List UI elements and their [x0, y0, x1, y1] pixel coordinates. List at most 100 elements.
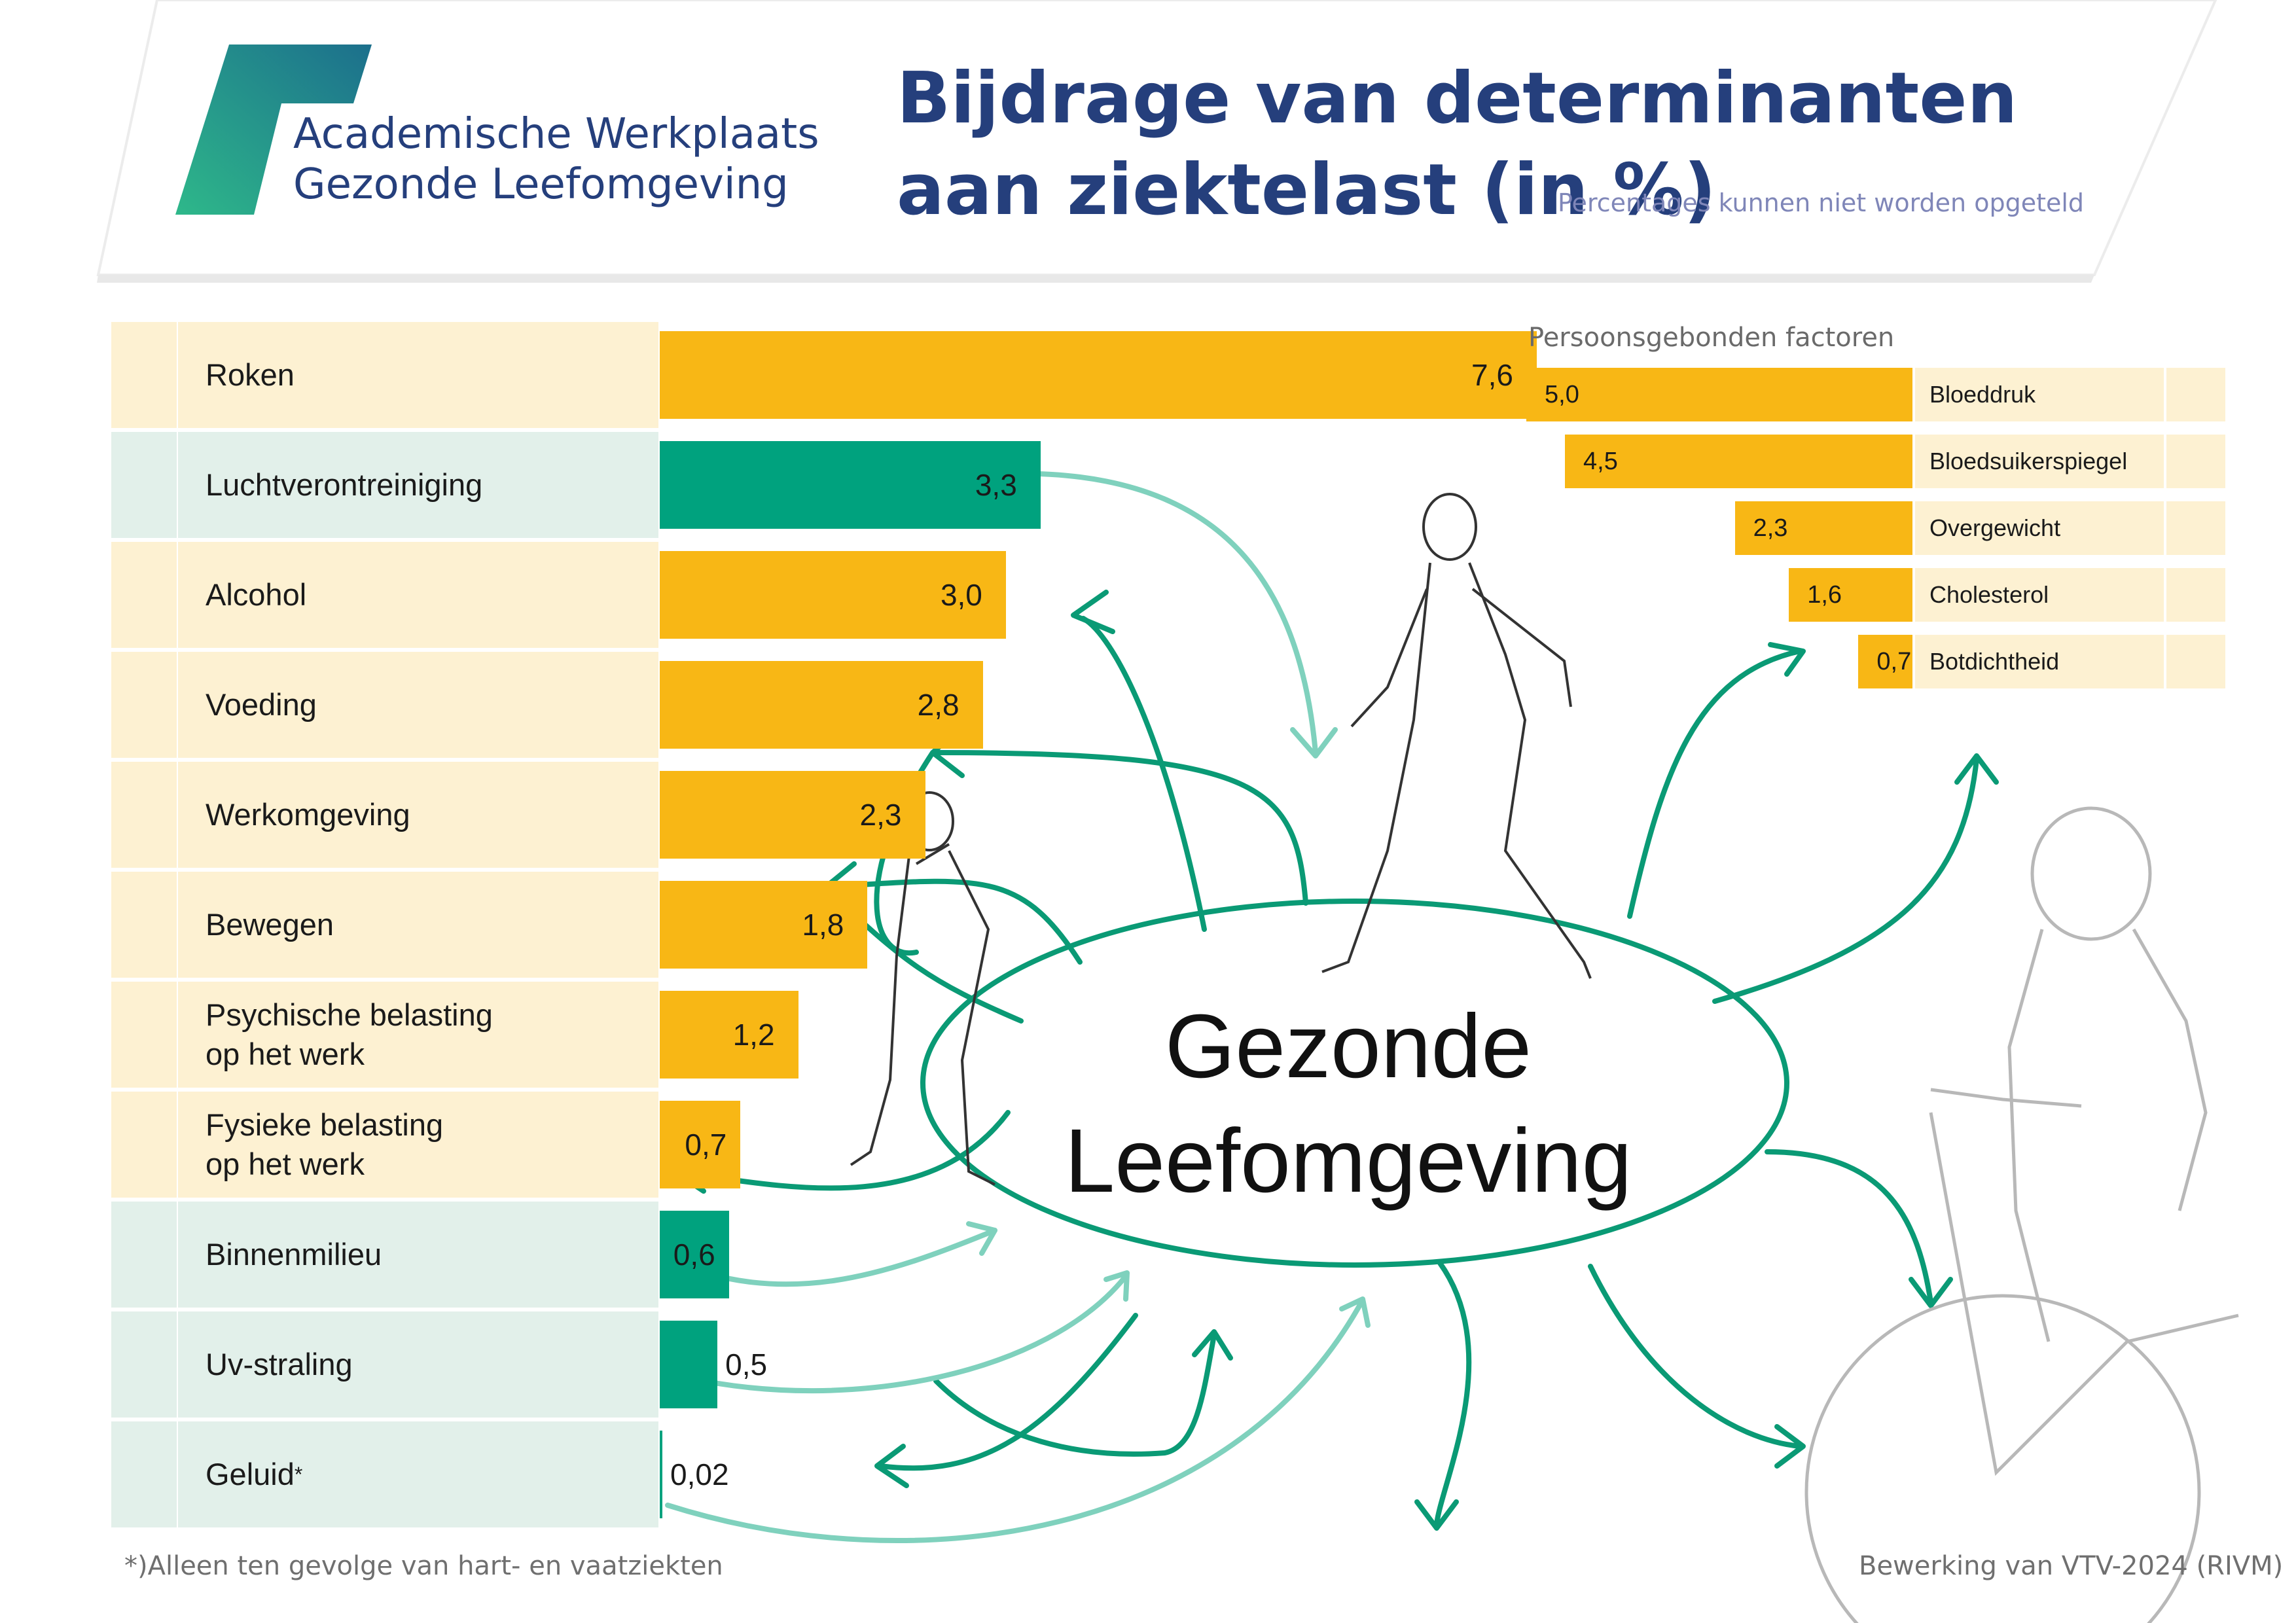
bar-label: Werkomgeving: [206, 796, 410, 832]
bar-label: Voeding: [206, 687, 317, 722]
bar-label-cell: Uv-straling: [178, 1311, 658, 1418]
walking-man-illustration: [1321, 493, 1592, 979]
bone-icon: [2166, 635, 2225, 688]
subtitle: Percentages kunnen niet worden opgeteld: [1558, 188, 2085, 217]
cholesterol-icon: [2166, 568, 2225, 622]
cigarette-icon: [111, 322, 177, 428]
sun-rays-icon: [111, 1311, 177, 1418]
bar-value: 3,0: [940, 578, 982, 612]
bar: [660, 441, 1041, 529]
window-icon: [111, 1202, 177, 1308]
bar-row: Voeding 2,8: [111, 652, 1093, 758]
bar: [660, 771, 925, 859]
bar-value: 1,6: [1807, 580, 1842, 609]
bar-label: Overgewicht: [1929, 514, 2061, 541]
logo-line-2: Gezonde Leefomgeving: [293, 160, 789, 209]
bar: [660, 1431, 662, 1518]
right-chart-title: Persoonsgebonden factoren: [1528, 323, 1895, 353]
bar-label: Botdichtheid: [1929, 648, 2060, 675]
footnote-mark: *: [294, 1462, 303, 1486]
bar-value: 7,6: [1471, 358, 1513, 392]
bar-label: Bloeddruk: [1929, 381, 2036, 408]
car-exhaust-icon: [111, 432, 177, 538]
title-line-2: aan ziektelast (in %): [897, 149, 1716, 231]
bar-label-cell: Bewegen: [178, 872, 658, 978]
bar: [1858, 635, 1912, 688]
bar: [660, 881, 868, 969]
center-label-line-1: Gezonde: [1164, 996, 1532, 1097]
bar-label-cell: Psychische belasting op het werk: [178, 982, 658, 1088]
source-credit: Bewerking van VTV-2024 (RIVM): [1859, 1551, 2284, 1581]
bar-label-cell: Bloeddruk: [1915, 368, 2164, 421]
bar-label-cell: Roken: [178, 322, 658, 428]
bar-label-cell: Overgewicht: [1915, 501, 2164, 555]
bar-label: Cholesterol: [1929, 581, 2049, 608]
bar-row: Uv-straling 0,5: [111, 1311, 1093, 1418]
cyclist-illustration: [1804, 806, 2239, 1623]
bar-label-cell: Bloedsuikerspiegel: [1915, 435, 2164, 488]
digging-worker-icon: [111, 1092, 177, 1198]
bar: [660, 1101, 741, 1188]
bar-label: Alcohol: [206, 577, 307, 612]
center-ellipse: [920, 899, 1789, 1268]
workplace-icon: [111, 762, 177, 868]
bar-value: 2,8: [917, 688, 960, 722]
bar-row: Psychische belasting op het werk 1,2: [111, 982, 1093, 1088]
bar-label-cell: Botdichtheid: [1915, 635, 2164, 688]
bar-value: 0,6: [673, 1238, 715, 1272]
bar-label-cell: Werkomgeving: [178, 762, 658, 868]
bar-label: Bloedsuikerspiegel: [1929, 448, 2128, 474]
bar-row: Roken 7,6: [111, 322, 1537, 428]
bar-row: Geluid * 0,02: [111, 1421, 1093, 1527]
bar-label-cell: Cholesterol: [1915, 568, 2164, 622]
bar-row: Luchtverontreiniging 3,3: [111, 432, 1093, 538]
blood-sugar-icon: [2166, 435, 2225, 488]
bar-row: Alcohol 3,0: [111, 542, 1093, 648]
bar: [1734, 501, 1912, 555]
bar: [660, 661, 983, 749]
food-icon: [111, 652, 177, 758]
bar-value: 0,02: [670, 1457, 729, 1491]
running-icon: [111, 872, 177, 978]
bar-label-cell: Fysieke belasting op het werk: [178, 1092, 658, 1198]
bar-value: 1,2: [732, 1018, 775, 1052]
center-label-line-2: Leefomgeving: [1064, 1111, 1632, 1211]
bar-value: 0,5: [725, 1347, 768, 1382]
bar-label-cell: Binnenmilieu: [178, 1202, 658, 1308]
blood-pressure-icon: [2166, 368, 2225, 421]
bar: [660, 991, 798, 1079]
bar-label: Bewegen: [206, 906, 334, 942]
bar-value: 2,3: [859, 798, 902, 832]
bar: [660, 1321, 718, 1408]
header-shadow: [97, 275, 2094, 283]
bar-value: 4,5: [1583, 447, 1618, 475]
bar-label: Roken: [206, 357, 295, 392]
bar-label: Uv-straling: [206, 1346, 353, 1382]
bar-row: Binnenmilieu 0,6: [111, 1202, 1093, 1308]
light-arrows: [665, 471, 1364, 1543]
bar-row: Werkomgeving 2,3: [111, 762, 1093, 868]
bar-label-cell: Alcohol: [178, 542, 658, 648]
bar-value: 0,7: [685, 1128, 727, 1162]
bar-label: Binnenmilieu: [206, 1236, 382, 1272]
bar-value: 2,3: [1753, 514, 1788, 542]
bar-row: Bewegen 1,8: [111, 872, 1093, 978]
bar-label-cell: Geluid *: [178, 1421, 658, 1527]
bar: [660, 551, 1006, 639]
bar-label: Psychische belasting op het werk: [206, 997, 493, 1071]
bar-row: Fysieke belasting op het werk 0,7: [111, 1092, 1093, 1198]
bar: [660, 331, 1537, 419]
bar-label-cell: Voeding: [178, 652, 658, 758]
footnote: *)Alleen ten gevolge van hart- en vaatzi…: [124, 1551, 723, 1581]
bar: [660, 1211, 729, 1298]
bar-label-cell: Luchtverontreiniging: [178, 432, 658, 538]
scale-icon: [2166, 501, 2225, 555]
header: Academische Werkplaats Gezonde Leefomgev…: [0, 0, 2296, 288]
wine-glass-icon: [111, 542, 177, 648]
bar: [1789, 568, 1912, 622]
bar-value: 3,3: [975, 468, 1017, 502]
logo-line-1: Academische Werkplaats: [293, 110, 819, 158]
logo-mark: [175, 45, 372, 215]
title-line-1: Bijdrage van determinanten: [897, 58, 2018, 139]
